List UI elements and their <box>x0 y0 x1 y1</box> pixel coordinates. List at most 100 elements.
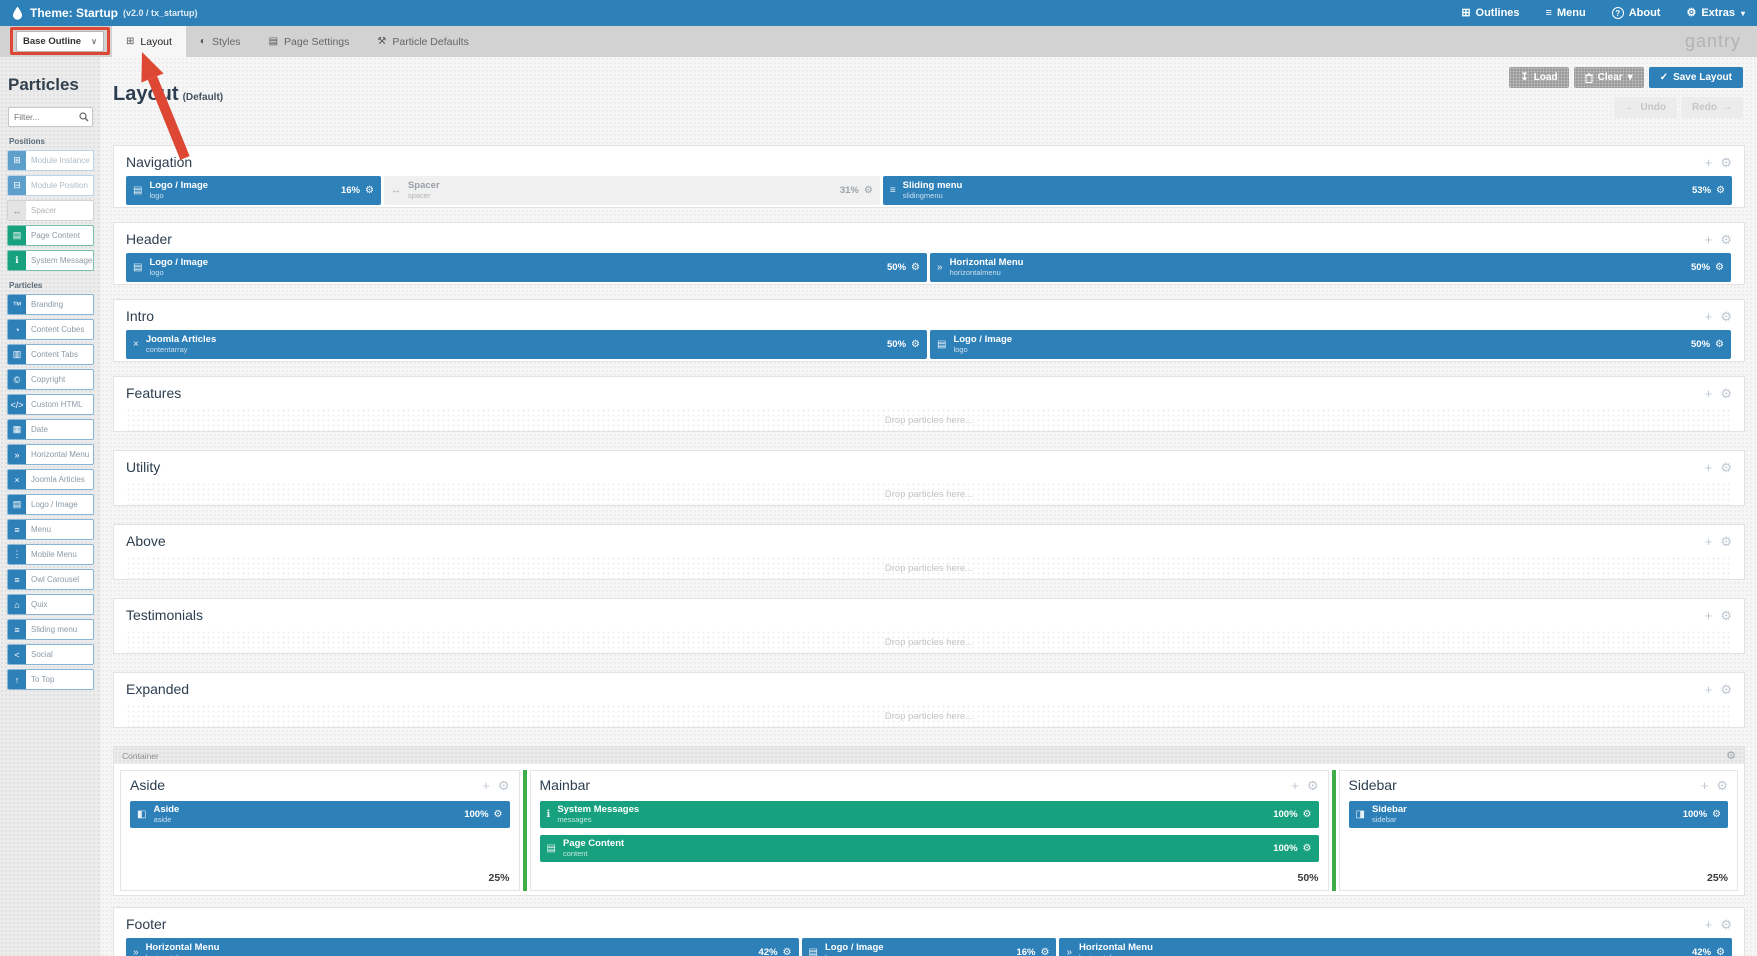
outlines-menu-item[interactable]: ⊞ Outlines <box>1461 7 1519 19</box>
add-particle-plus-icon[interactable]: + <box>1704 231 1713 247</box>
block-settings-gear-icon[interactable]: ⚙ <box>782 947 792 956</box>
column-resize-handle[interactable] <box>522 770 527 891</box>
particle-block-sliding-menu[interactable]: ≡ Sliding menu slidingmenu 53% ⚙ <box>882 176 1732 205</box>
block-size: 42% <box>1692 947 1712 956</box>
particle-block-joomla-articles[interactable]: × Joomla Articles contentarray 50% ⚙ <box>126 330 927 359</box>
particle-block-spacer[interactable]: ↔ Spacer spacer 31% ⚙ <box>383 176 880 205</box>
block-settings-gear-icon[interactable]: ⚙ <box>1716 947 1725 956</box>
sidebar-item-content-tabs[interactable]: ▥ Content Tabs <box>7 344 94 365</box>
filter-input[interactable] <box>8 107 93 127</box>
sidebar-item-page-content[interactable]: ▤ Page Content <box>7 225 94 246</box>
sidebar-item-logo-image[interactable]: ▤ Logo / Image <box>7 494 94 515</box>
add-particle-plus-icon[interactable]: + <box>1704 533 1713 549</box>
section-settings-gear-icon[interactable]: ⚙ <box>1720 385 1732 401</box>
sidebar-item-custom-html[interactable]: </> Custom HTML <box>7 394 94 415</box>
tab-styles[interactable]: ◐ Styles <box>186 26 255 57</box>
particle-block-aside[interactable]: ◧ Aside aside 100% ⚙ <box>130 801 510 828</box>
add-particle-plus-icon[interactable]: + <box>1291 777 1299 793</box>
sidebar-item-owl-carousel[interactable]: ≡ Owl Carousel <box>7 569 94 590</box>
add-particle-plus-icon[interactable]: + <box>1704 154 1713 170</box>
add-particle-plus-icon[interactable]: + <box>482 777 490 793</box>
add-particle-plus-icon[interactable]: + <box>1704 681 1713 697</box>
section-settings-gear-icon[interactable]: ⚙ <box>1306 777 1319 793</box>
dropzone[interactable]: Drop particles here... <box>126 704 1732 729</box>
block-settings-gear-icon[interactable]: ⚙ <box>863 185 873 196</box>
dropzone[interactable]: Drop particles here... <box>126 630 1732 655</box>
block-settings-gear-icon[interactable]: ⚙ <box>1302 809 1312 820</box>
add-particle-plus-icon[interactable]: + <box>1704 459 1713 475</box>
section-settings-gear-icon[interactable]: ⚙ <box>1720 916 1732 932</box>
clear-button[interactable]: Clear ▾ <box>1573 67 1644 88</box>
sidebar-item-content-cubes[interactable]: ◔ Content Cubes <box>7 319 94 340</box>
particle-block-logo-image[interactable]: ▤ Logo / Image logo 50% ⚙ <box>126 253 927 282</box>
quix-icon: ⌂ <box>8 595 26 614</box>
about-menu-item[interactable]: ? About <box>1611 7 1660 19</box>
sidebar-item-copyright[interactable]: © Copyright <box>7 369 94 390</box>
sidebar-item-horizontal-menu[interactable]: » Horizontal Menu <box>7 444 94 465</box>
block-settings-gear-icon[interactable]: ⚙ <box>911 262 920 273</box>
container-settings-gear-icon[interactable]: ⚙ <box>1726 750 1736 762</box>
section-settings-gear-icon[interactable]: ⚙ <box>1716 777 1728 793</box>
section-settings-gear-icon[interactable]: ⚙ <box>1720 459 1732 475</box>
block-settings-gear-icon[interactable]: ⚙ <box>493 809 503 820</box>
sidebar-item-branding[interactable]: ™ Branding <box>7 294 94 315</box>
particle-block-sidebar[interactable]: ◨ Sidebar sidebar 100% ⚙ <box>1348 801 1728 828</box>
sidebar-item-social[interactable]: < Social <box>7 644 94 665</box>
particle-block-page-content[interactable]: ▤ Page Content content 100% ⚙ <box>539 835 1319 862</box>
save-layout-button[interactable]: ✓ Save Layout <box>1648 67 1743 88</box>
particle-block-horizontal-menu[interactable]: » Horizontal Menu horizontalmenu 50% ⚙ <box>930 253 1731 282</box>
section-settings-gear-icon[interactable]: ⚙ <box>1720 154 1732 170</box>
sidebar-item-date[interactable]: ▦ Date <box>7 419 94 440</box>
undo-button[interactable]: ← Undo <box>1614 97 1677 118</box>
particle-block-system-messages[interactable]: ℹ System Messages messages 100% ⚙ <box>539 801 1319 828</box>
section-settings-gear-icon[interactable]: ⚙ <box>1720 533 1732 549</box>
section-settings-gear-icon[interactable]: ⚙ <box>1720 681 1732 697</box>
extras-menu-item[interactable]: ⚙ Extras ▾ <box>1686 7 1745 19</box>
sidebar-item-to-top[interactable]: ↑ To Top <box>7 669 94 690</box>
dropzone[interactable]: Drop particles here... <box>126 408 1732 433</box>
sidebar-item-system-messages[interactable]: ℹ System Messages <box>7 250 94 271</box>
sidebar-item-module-position[interactable]: ⊟ Module Position <box>7 175 94 196</box>
add-particle-plus-icon[interactable]: + <box>1704 308 1713 324</box>
tab-particle-defaults[interactable]: ⚒ Particle Defaults <box>363 26 482 57</box>
outline-selector[interactable]: Base Outline ∨ <box>16 31 104 52</box>
block-settings-gear-icon[interactable]: ⚙ <box>1715 262 1724 273</box>
redo-button[interactable]: Redo → <box>1681 97 1743 118</box>
block-settings-gear-icon[interactable]: ⚙ <box>364 185 374 196</box>
block-settings-gear-icon[interactable]: ⚙ <box>911 339 920 350</box>
dropzone[interactable]: Drop particles here... <box>126 482 1732 507</box>
section-settings-gear-icon[interactable]: ⚙ <box>497 777 510 793</box>
block-settings-gear-icon[interactable]: ⚙ <box>1302 843 1312 854</box>
sidebar-item-menu[interactable]: ≡ Menu <box>7 519 94 540</box>
menu-menu-item[interactable]: ≡ Menu <box>1546 7 1586 19</box>
add-particle-plus-icon[interactable]: + <box>1704 607 1713 623</box>
logo-image-icon: ▤ <box>937 339 947 350</box>
sidebar-item-quix[interactable]: ⌂ Quix <box>7 594 94 615</box>
particle-block-logo-image[interactable]: ▤ Logo / Image logo 50% ⚙ <box>930 330 1731 359</box>
block-settings-gear-icon[interactable]: ⚙ <box>1040 947 1050 956</box>
section-settings-gear-icon[interactable]: ⚙ <box>1720 607 1732 623</box>
tab-page-settings[interactable]: ▤ Page Settings <box>255 26 364 57</box>
sidebar-item-mobile-menu[interactable]: ⋮ Mobile Menu <box>7 544 94 565</box>
load-button[interactable]: ↧ Load <box>1509 67 1569 88</box>
sidebar-item-sliding-menu[interactable]: ≡ Sliding menu <box>7 619 94 640</box>
tab-layout[interactable]: ⊞ Layout <box>112 26 186 57</box>
sidebar-item-spacer[interactable]: ↔ Spacer <box>7 200 94 221</box>
add-particle-plus-icon[interactable]: + <box>1704 385 1713 401</box>
sidebar-item-joomla-articles[interactable]: × Joomla Articles <box>7 469 94 490</box>
block-settings-gear-icon[interactable]: ⚙ <box>1716 185 1725 196</box>
add-particle-plus-icon[interactable]: + <box>1700 777 1709 793</box>
block-settings-gear-icon[interactable]: ⚙ <box>1715 339 1724 350</box>
section-settings-gear-icon[interactable]: ⚙ <box>1720 308 1732 324</box>
block-settings-gear-icon[interactable]: ⚙ <box>1712 809 1721 820</box>
dropzone[interactable]: Drop particles here... <box>126 556 1732 581</box>
section-above-header: Above + ⚙ <box>126 533 1732 549</box>
add-particle-plus-icon[interactable]: + <box>1704 916 1713 932</box>
column-resize-handle[interactable] <box>1331 770 1336 891</box>
sidebar-item-module-instance[interactable]: ⊞ Module Instance <box>7 150 94 171</box>
section-settings-gear-icon[interactable]: ⚙ <box>1720 231 1732 247</box>
